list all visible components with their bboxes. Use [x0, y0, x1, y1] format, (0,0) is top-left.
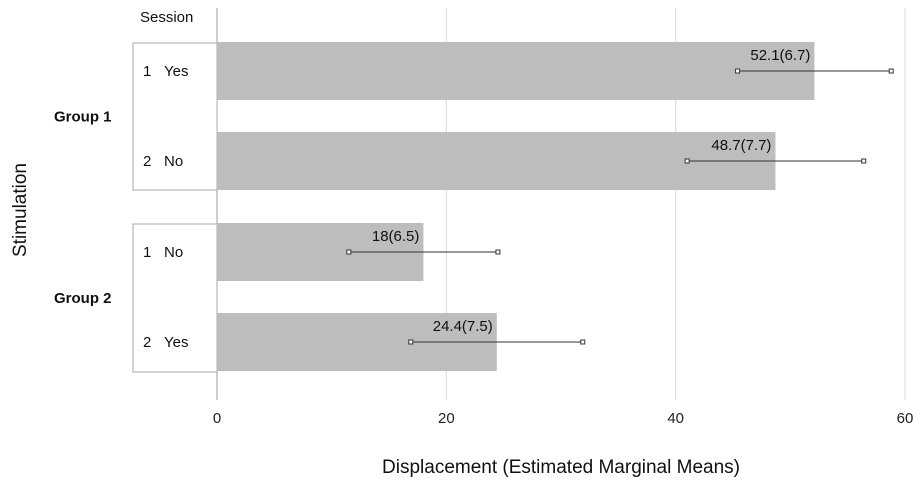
session-column-header: Session	[140, 9, 193, 26]
data-label: 52.1(6.7)	[750, 47, 810, 64]
error-bar-cap-high	[580, 339, 586, 345]
x-tick-label: 0	[213, 410, 221, 427]
error-bars	[346, 68, 894, 345]
data-label: 48.7(7.7)	[711, 137, 771, 154]
data-label: 24.4(7.5)	[433, 318, 493, 335]
data-label: 18(6.5)	[372, 228, 420, 245]
stimulation-label: No	[164, 153, 183, 170]
group-label: Group 1	[54, 109, 112, 126]
error-bar-cap-low	[735, 68, 741, 74]
x-tick-label: 60	[897, 410, 914, 427]
session-label: 1	[143, 244, 151, 261]
error-bar-cap-low	[684, 158, 690, 164]
bars	[217, 42, 815, 371]
y-axis-title: Stimulation	[10, 163, 31, 257]
group-box	[132, 42, 218, 191]
error-bar-cap-high	[861, 158, 867, 164]
error-bar-cap-low	[346, 249, 352, 255]
labels: 0 20 40 60 Group 1 52.1(6.7) 1 Yes 48.7(7.7) 2 No G…	[54, 47, 913, 427]
x-tick-label: 20	[438, 410, 455, 427]
stimulation-label: No	[164, 244, 183, 261]
group-boxes	[132, 42, 218, 373]
group-label: Group 2	[54, 290, 112, 307]
session-label: 1	[143, 63, 151, 80]
error-bar-cap-low	[408, 339, 414, 345]
error-bar-cap-high	[888, 68, 894, 74]
session-label: 2	[143, 334, 151, 351]
error-bar-cap-high	[495, 249, 501, 255]
group-box	[132, 223, 218, 373]
stimulation-label: Yes	[164, 63, 188, 80]
x-tick-label: 40	[667, 410, 684, 427]
bar	[217, 132, 776, 190]
session-label: 2	[143, 153, 151, 170]
stimulation-label: Yes	[164, 334, 188, 351]
x-axis-title: Displacement (Estimated Marginal Means)	[382, 457, 740, 478]
bar	[217, 42, 815, 100]
